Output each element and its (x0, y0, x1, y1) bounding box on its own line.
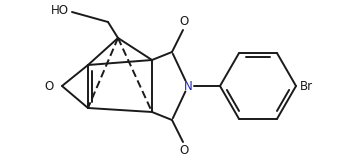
Text: N: N (183, 80, 192, 93)
Text: HO: HO (51, 4, 69, 17)
Text: O: O (179, 15, 189, 28)
Text: Br: Br (300, 80, 313, 93)
Text: O: O (45, 80, 54, 93)
Text: O: O (179, 144, 189, 157)
